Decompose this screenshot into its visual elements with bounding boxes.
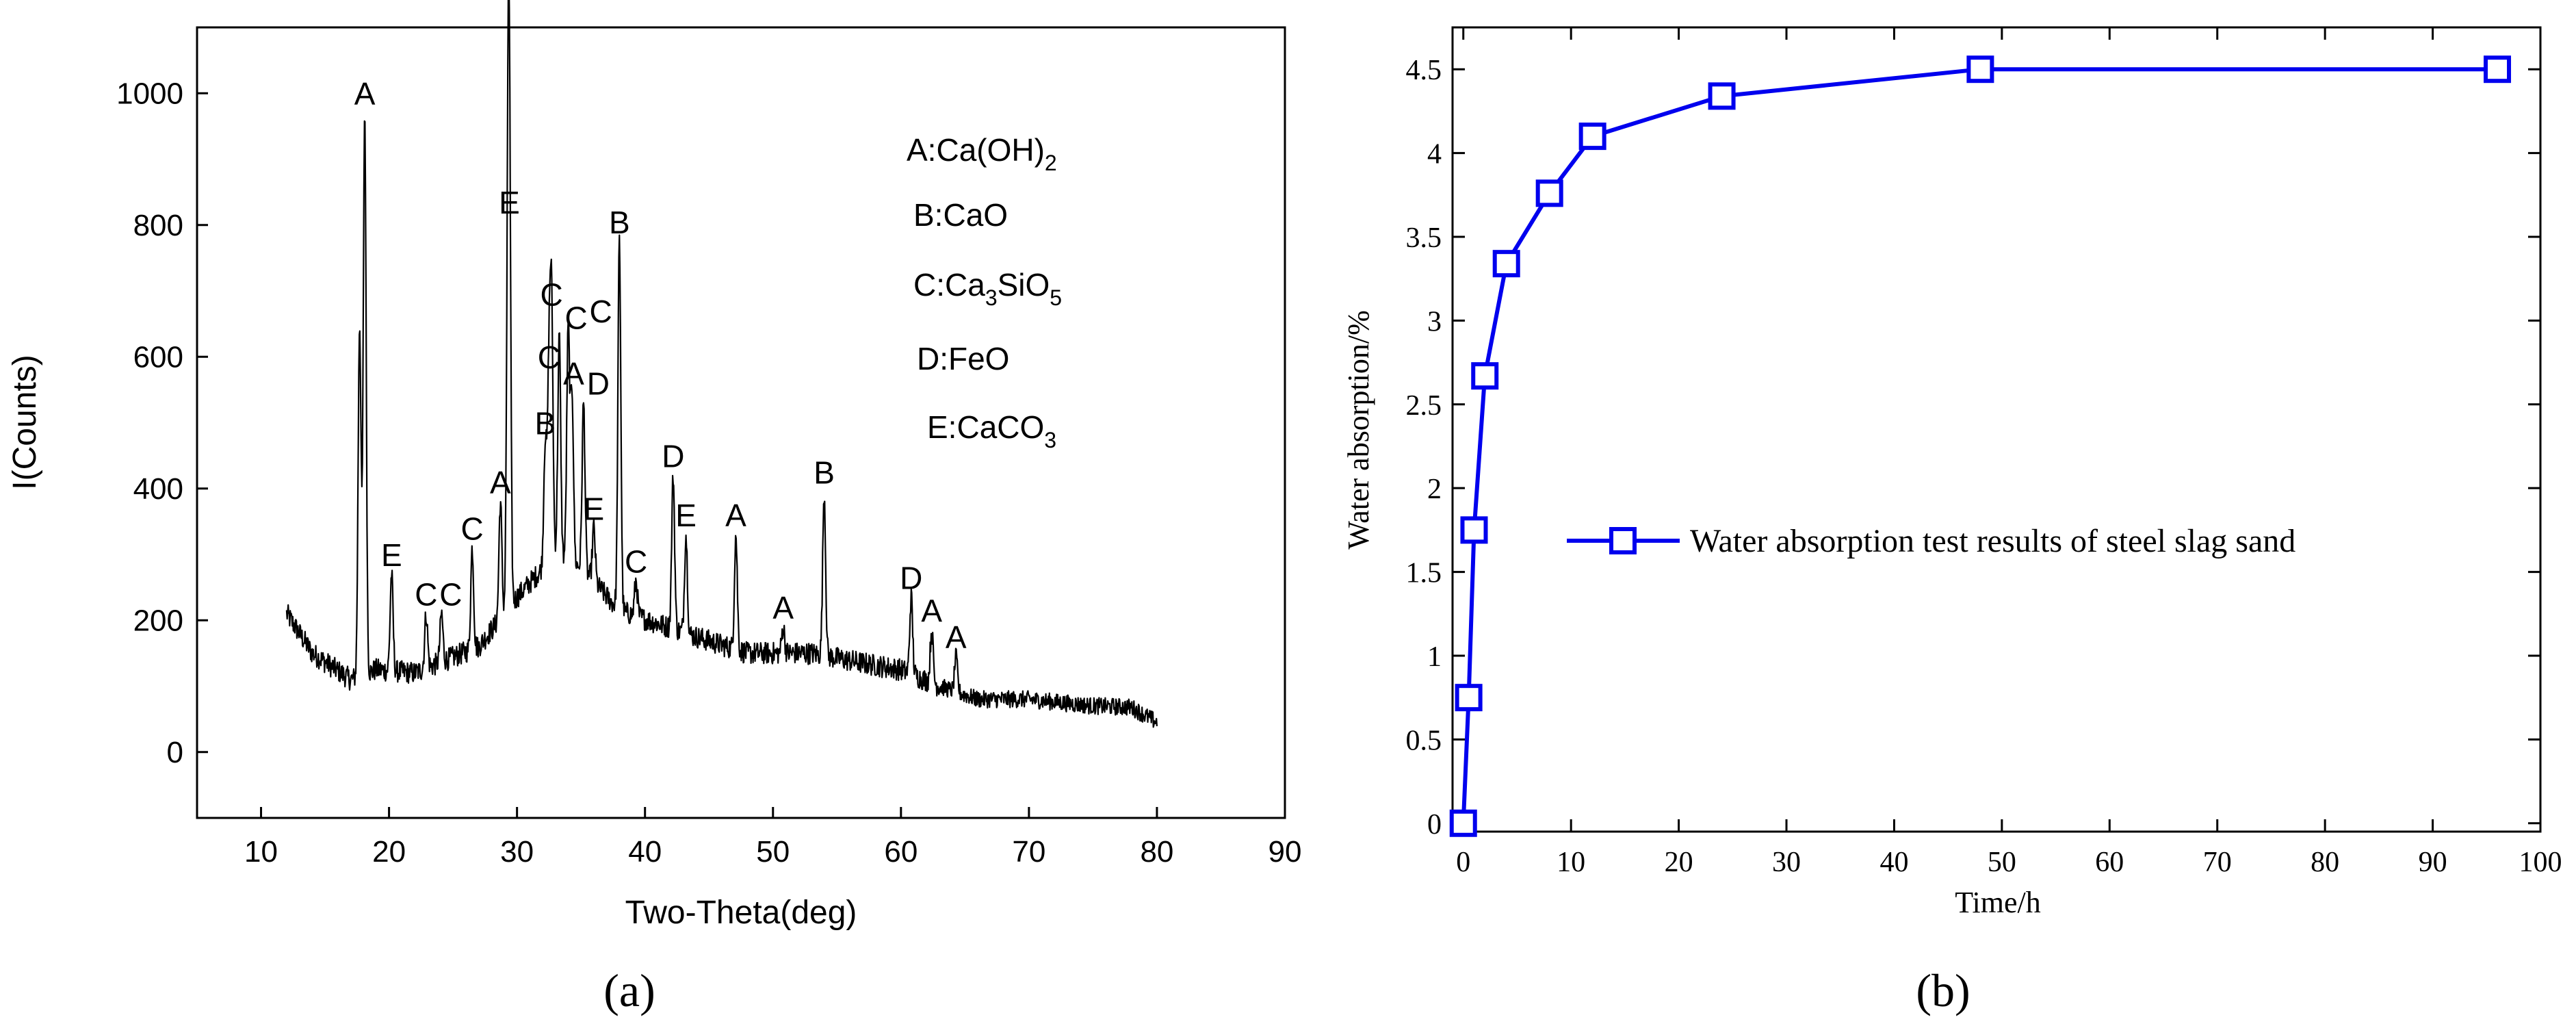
plot-frame-b [1451, 26, 2542, 833]
legend-entry-C: C:Ca3SiO5 [913, 267, 1062, 310]
data-point-marker [2484, 55, 2512, 84]
peak-label: A [725, 498, 746, 533]
water-absorption-line [1461, 67, 2497, 823]
peak-label: E [675, 498, 697, 533]
panel-b-absorption-chart: 0 10 20 30 40 50 60 70 80 90 100 0 0.5 1 1.5 2 2.5 3 3.5 4 4… [1342, 26, 2562, 919]
y-tick-label-b: 3 [1427, 306, 1442, 337]
peak-label: A [354, 76, 376, 112]
data-point-marker [1966, 55, 1994, 84]
plot-frame-a [196, 26, 1286, 819]
y-tick-label-a: 600 [133, 340, 183, 374]
peak-label: C [538, 339, 560, 375]
data-point-marker [1471, 362, 1499, 390]
data-point-marker [1708, 82, 1736, 110]
x-tick-label-a: 60 [884, 835, 918, 869]
y-tick-label-b: 2.5 [1406, 390, 1442, 422]
data-point-marker [1578, 123, 1606, 151]
y-tick-label-b: 0 [1427, 809, 1442, 841]
y-tick-label-b: 1.5 [1406, 558, 1442, 589]
x-tick-label-b: 70 [2203, 847, 2232, 878]
x-tick-label-b: 20 [1665, 847, 1693, 878]
peak-label: A [490, 465, 511, 500]
y-tick-label-a: 0 [167, 736, 183, 769]
x-tick-label-b: 50 [1988, 847, 2016, 878]
peak-label: C [590, 294, 612, 329]
x-tick-label-b: 40 [1879, 847, 1908, 878]
peak-label: D [900, 561, 922, 596]
caption-b: (b) [1916, 964, 1970, 1016]
y-tick-label-b: 1 [1427, 641, 1442, 673]
peak-label: D [587, 366, 610, 402]
peak-label: A [563, 356, 584, 392]
peak-label: E [381, 537, 402, 573]
legend-marker-sample [1609, 527, 1637, 554]
data-point-marker [1535, 179, 1563, 207]
y-axis-title-a: I(Counts) [7, 355, 43, 489]
x-tick-label-b: 0 [1456, 847, 1470, 878]
x-tick-label-a: 80 [1140, 835, 1173, 869]
peak-label: E [584, 491, 605, 527]
x-tick-label-b: 60 [2095, 847, 2124, 878]
peak-label: C [415, 577, 437, 613]
peak-label: C [565, 300, 588, 335]
y-tick-label-a: 200 [133, 604, 183, 637]
caption-a: (a) [603, 964, 655, 1016]
y-tick-label-b: 2 [1427, 474, 1442, 505]
x-tick-label-a: 10 [244, 835, 278, 869]
x-tick-label-b: 90 [2419, 847, 2447, 878]
peak-label: C [541, 277, 563, 313]
x-tick-label-a: 20 [372, 835, 406, 869]
peak-label: B [814, 455, 835, 491]
x-tick-label-a: 90 [1269, 835, 1302, 869]
legend-entry-D: D:FeO [917, 341, 1009, 376]
y-tick-label-a: 1000 [116, 77, 183, 110]
peak-label: B [609, 205, 630, 240]
x-tick-label-b: 80 [2311, 847, 2339, 878]
peak-label: D [662, 439, 684, 474]
x-tick-label-a: 70 [1012, 835, 1045, 869]
x-tick-label-b: 100 [2519, 847, 2562, 878]
x-tick-label-a: 30 [500, 835, 534, 869]
y-tick-label-a: 800 [133, 209, 183, 242]
data-point-marker [1455, 684, 1483, 712]
peak-label: C [461, 511, 484, 546]
series-legend: Water absorption test results of steel s… [1567, 523, 2295, 559]
x-axis-title-a: Two-Theta(deg) [625, 895, 857, 931]
peak-label: C [439, 577, 462, 613]
peak-label: B [534, 405, 556, 441]
data-point-marker [1449, 809, 1477, 837]
y-axis-title-b: Water absorption/% [1342, 310, 1375, 550]
peak-label: C [625, 544, 647, 580]
phase-legend: A:Ca(OH)2 B:CaO C:Ca3SiO5 D:FeO E:CaCO3 [907, 132, 1062, 452]
peak-label: A [921, 593, 942, 629]
y-tick-label-b: 4 [1427, 139, 1442, 170]
legend-entry-A: A:Ca(OH)2 [907, 132, 1057, 175]
peak-label: E [499, 185, 520, 220]
legend-entry-E: E:CaCO3 [927, 409, 1056, 452]
x-tick-label-a: 50 [756, 835, 790, 869]
x-tick-label-a: 40 [628, 835, 662, 869]
peak-label: A [946, 619, 967, 655]
x-tick-label-b: 30 [1772, 847, 1801, 878]
legend-entry-B: B:CaO [913, 197, 1008, 233]
x-axis-title-b: Time/h [1955, 886, 2041, 919]
y-tick-label-b: 4.5 [1406, 55, 1442, 86]
xrd-pattern-line [285, 0, 1158, 728]
x-tick-label-b: 10 [1557, 847, 1585, 878]
y-tick-label-b: 3.5 [1406, 222, 1442, 254]
data-point-marker [1492, 250, 1520, 278]
peak-label: A [772, 590, 794, 626]
y-tick-label-b: 0.5 [1406, 725, 1442, 756]
legend-label: Water absorption test results of steel s… [1690, 523, 2295, 559]
data-point-marker [1460, 516, 1488, 544]
y-tick-label-a: 400 [133, 472, 183, 506]
